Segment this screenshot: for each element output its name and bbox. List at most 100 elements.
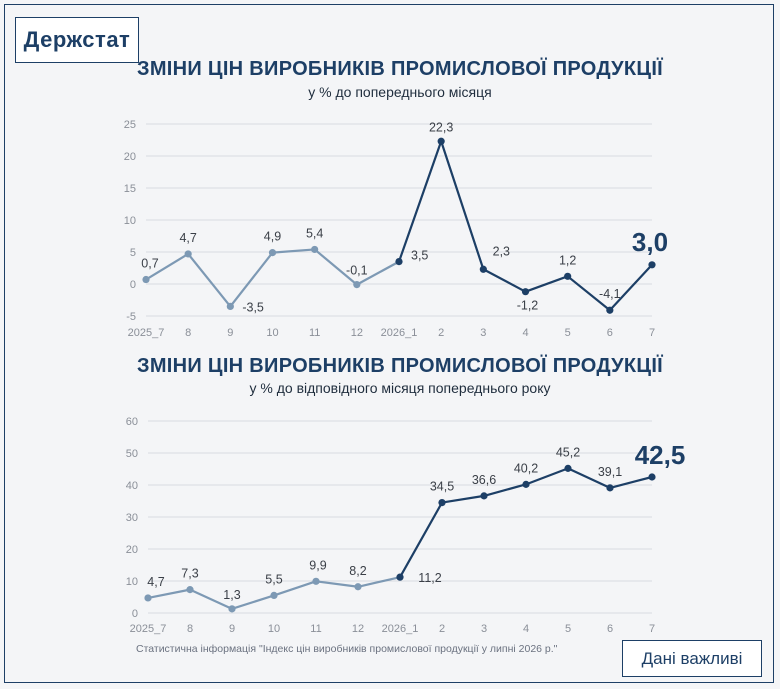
x-tick-label: 11 bbox=[310, 623, 321, 635]
series-line-segment bbox=[229, 251, 274, 308]
data-point bbox=[270, 591, 278, 600]
data-label: 0,7 bbox=[141, 257, 158, 271]
series-line-segment bbox=[187, 252, 232, 308]
data-label: 42,5 bbox=[635, 440, 686, 470]
data-label: 34,5 bbox=[430, 480, 454, 494]
data-point bbox=[186, 586, 194, 594]
data-label: 7,3 bbox=[181, 567, 198, 581]
data-point bbox=[142, 275, 150, 284]
data-point bbox=[311, 245, 319, 254]
data-label: 3,0 bbox=[632, 227, 668, 257]
y-tick-label: 0 bbox=[132, 608, 138, 620]
data-point bbox=[480, 492, 488, 500]
chart1-title: ЗМІНИ ЦІН ВИРОБНИКІВ ПРОМИСЛОВОЇ ПРОДУКЦ… bbox=[136, 58, 664, 80]
chart1-subtitle: у % до попереднього місяця bbox=[308, 84, 492, 100]
data-label: -3,5 bbox=[242, 300, 264, 314]
y-tick-label: 5 bbox=[130, 247, 136, 259]
y-tick-label: 20 bbox=[124, 151, 136, 163]
y-tick-label: 10 bbox=[126, 576, 138, 588]
series-line-segment bbox=[566, 467, 612, 489]
data-point bbox=[479, 265, 487, 273]
data-label: -0,1 bbox=[346, 264, 368, 278]
data-point bbox=[228, 605, 236, 613]
series-line-segment bbox=[314, 580, 360, 588]
data-label: -4,1 bbox=[599, 287, 621, 301]
series-line-segment bbox=[482, 483, 528, 497]
data-point bbox=[226, 302, 234, 310]
x-tick-label: 2025_7 bbox=[130, 623, 167, 635]
data-label: 5,5 bbox=[265, 572, 282, 586]
x-tick-label: 3 bbox=[480, 327, 486, 339]
y-tick-label: 30 bbox=[126, 512, 138, 524]
x-tick-label: 2026_1 bbox=[382, 623, 419, 635]
data-point bbox=[521, 288, 530, 296]
data-point bbox=[438, 499, 446, 507]
data-label: 4,7 bbox=[147, 575, 164, 589]
y-tick-label: 15 bbox=[124, 183, 136, 195]
data-point bbox=[354, 583, 362, 591]
chart2-title: ЗМІНИ ЦІН ВИРОБНИКІВ ПРОМИСЛОВОЇ ПРОДУКЦ… bbox=[136, 355, 664, 377]
x-tick-label: 6 bbox=[607, 327, 613, 339]
series-line-segment bbox=[355, 260, 401, 286]
series-line-segment bbox=[524, 275, 569, 293]
x-tick-label: 11 bbox=[309, 327, 320, 339]
data-point bbox=[522, 480, 530, 488]
x-tick-label: 2025_7 bbox=[128, 327, 165, 339]
x-tick-label: 5 bbox=[565, 327, 571, 339]
x-tick-label: 12 bbox=[351, 327, 363, 339]
footer-note: Статистична інформація "Індекс цін вироб… bbox=[136, 643, 558, 655]
x-tick-label: 2 bbox=[438, 327, 444, 339]
data-label: 4,7 bbox=[179, 231, 196, 245]
data-point bbox=[396, 573, 404, 581]
x-tick-label: 3 bbox=[481, 623, 487, 635]
series-line-segment bbox=[188, 588, 234, 610]
data-label: 22,3 bbox=[429, 120, 453, 134]
logo-text: Держстат bbox=[23, 27, 131, 52]
x-tick-label: 12 bbox=[352, 623, 364, 635]
series-line-segment bbox=[398, 501, 444, 579]
data-point bbox=[437, 137, 445, 145]
series-line-segment bbox=[271, 248, 316, 254]
data-point bbox=[606, 484, 614, 492]
series-line-segment bbox=[440, 140, 485, 271]
x-tick-label: 7 bbox=[649, 327, 655, 339]
chart2-subtitle: у % до відповідного місяця попереднього … bbox=[249, 380, 551, 396]
series-line-segment bbox=[146, 588, 192, 600]
page-frame bbox=[4, 4, 774, 683]
series-line-segment bbox=[356, 576, 402, 588]
series-line-segment bbox=[482, 268, 527, 293]
x-tick-label: 10 bbox=[268, 623, 280, 635]
x-tick-label: 9 bbox=[227, 327, 233, 339]
data-important-button[interactable]: Дані важливі bbox=[622, 640, 762, 677]
series-line-segment bbox=[230, 594, 276, 610]
data-point bbox=[312, 577, 320, 585]
series-line-segment bbox=[608, 475, 654, 489]
series-line-segment bbox=[524, 467, 570, 486]
y-tick-label: 10 bbox=[124, 215, 136, 227]
y-tick-label: 0 bbox=[130, 279, 136, 291]
data-label: 40,2 bbox=[514, 461, 538, 475]
data-label: 9,9 bbox=[309, 558, 326, 572]
data-label: 8,2 bbox=[349, 564, 366, 578]
data-label: 11,2 bbox=[418, 571, 441, 585]
series-line-segment bbox=[397, 140, 443, 263]
data-point bbox=[395, 258, 403, 266]
data-point bbox=[353, 281, 361, 289]
logo: Держстат bbox=[15, 17, 139, 63]
x-tick-label: 8 bbox=[187, 623, 193, 635]
y-tick-label: 25 bbox=[124, 119, 136, 131]
data-point bbox=[648, 261, 656, 269]
series-line-segment bbox=[272, 580, 318, 597]
series-line-segment bbox=[566, 275, 611, 312]
y-tick-label: 40 bbox=[126, 480, 138, 492]
x-tick-label: 10 bbox=[266, 327, 278, 339]
y-tick-label: -5 bbox=[126, 311, 136, 323]
data-point bbox=[564, 272, 572, 280]
data-point bbox=[144, 594, 152, 602]
data-label: 45,2 bbox=[556, 445, 580, 459]
data-label: -1,2 bbox=[517, 299, 539, 313]
series-line-segment bbox=[440, 494, 486, 504]
data-label: 1,3 bbox=[223, 588, 240, 602]
